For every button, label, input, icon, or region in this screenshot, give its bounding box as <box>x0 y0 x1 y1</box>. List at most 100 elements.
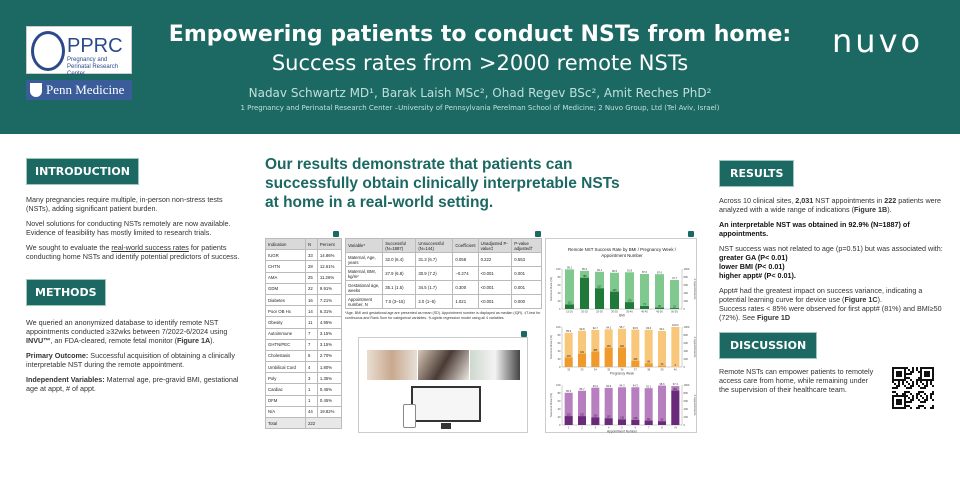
y-tick-label: 80 <box>558 333 561 337</box>
appointments-label: 139 <box>620 417 625 420</box>
y-tick-label: 0 <box>559 307 561 311</box>
success-rate-bar <box>565 269 574 309</box>
regression-table: Variable* Successful (N=1887) Unsuccessful… <box>344 238 542 309</box>
qr-module <box>898 381 900 383</box>
x-tick-label: 20-25 <box>581 310 588 314</box>
table-cell: DFM <box>264 394 307 407</box>
penn-medicine-logo: Penn Medicine <box>26 80 132 100</box>
success-rate-bar <box>644 388 653 425</box>
table-cell: 7.0 (3–15) <box>382 294 417 309</box>
x-tick-label: 40 <box>674 368 677 372</box>
qr-module <box>930 395 932 397</box>
success-rate-label: 90.8 <box>579 327 585 331</box>
success-rate-bar <box>658 385 666 425</box>
right-column: RESULTS Across 10 clinical sites, 2,031 … <box>719 160 947 409</box>
qr-module <box>902 379 904 381</box>
appointments-bar <box>658 365 666 367</box>
results-paragraph: Appt# had the greatest impact on success… <box>719 286 947 304</box>
appointments-bar <box>671 390 680 425</box>
association-appt: higher appt# (P< 0.01). <box>719 271 796 280</box>
qr-module <box>922 401 924 403</box>
y2-axis-label: # Appointments <box>693 395 697 416</box>
success-rate-label: 72.7 <box>672 276 678 280</box>
qr-module <box>908 405 910 407</box>
success-rate-bar <box>578 390 586 425</box>
qr-module <box>900 379 902 381</box>
y2-tick-label: 800 <box>684 333 689 337</box>
qr-module <box>932 391 934 393</box>
x-tick-label: 40-45 <box>641 310 648 314</box>
text-bold: Primary Outcome: <box>26 351 89 360</box>
table-cell: AMA <box>264 271 307 284</box>
y2-tick-label: 800 <box>684 391 689 395</box>
y-tick-label: 20 <box>558 357 561 361</box>
text: Appt# had the greatest impact on success… <box>719 286 923 304</box>
qr-module <box>898 403 900 405</box>
intro-paragraph: Many pregnancies require multiple, in-pe… <box>26 195 223 213</box>
qr-module <box>910 387 912 389</box>
appointments-bar <box>631 360 640 367</box>
pprc-logo: PPRC Pregnancy and Perinatal Research Cen… <box>26 26 132 77</box>
y2-tick-label: 200 <box>684 415 689 419</box>
appointments-label: 780 <box>583 275 588 278</box>
qr-module <box>898 385 900 387</box>
table-cell: 16 <box>305 293 318 307</box>
y2-axis-label: # Appointments <box>693 337 697 358</box>
qr-module <box>900 371 902 373</box>
qr-module <box>908 387 910 389</box>
appointments-label: 111 <box>647 418 651 421</box>
appointments-bar <box>610 291 619 309</box>
x-tick-label: 38 <box>647 368 650 372</box>
table-row: Maternal, Age, years 32.0 (6.4) 31.3 (6.7)… <box>344 252 542 267</box>
qr-module <box>924 367 926 369</box>
qr-module <box>918 377 920 379</box>
qr-code[interactable] <box>892 367 934 409</box>
qr-module <box>900 407 902 409</box>
qr-module <box>916 381 918 383</box>
qr-module <box>920 391 922 393</box>
table-cell: 7.21% <box>316 293 343 307</box>
table-cell: 0.553 <box>511 252 542 267</box>
qr-module <box>920 367 922 369</box>
table-cell: 2.0 (1–5) <box>415 294 454 309</box>
appointments-bar <box>658 421 666 425</box>
table-cell: 44 <box>305 405 318 419</box>
qr-module <box>920 387 922 389</box>
phone-app-image <box>403 404 416 428</box>
qr-module <box>908 397 910 399</box>
text: We sought to evaluate the <box>26 243 112 252</box>
table-cell: 1 <box>305 394 318 407</box>
qr-module <box>932 375 934 377</box>
table-cell: Cardiac <box>264 383 307 396</box>
qr-module <box>928 375 930 377</box>
qr-module <box>892 399 894 401</box>
table-cell: 6.31% <box>316 305 343 318</box>
monitor-stand <box>441 423 451 429</box>
qr-module <box>912 383 914 385</box>
methods-paragraph: Primary Outcome: Successful acquisition … <box>26 351 248 369</box>
qr-module <box>912 381 914 383</box>
qr-module <box>906 367 908 369</box>
success-rate-label: 92.7 <box>593 326 599 330</box>
qr-module <box>900 375 902 377</box>
qr-module <box>910 401 912 403</box>
qr-module <box>924 385 926 387</box>
x-tick-label: 5 <box>621 426 623 430</box>
y2-tick-label: 200 <box>684 357 689 361</box>
appointments-label: 220 <box>580 413 585 416</box>
appointments-bar <box>670 308 679 309</box>
table-row: Maternal, BMI, kg/m² 27.9 (6.8) 30.9 (7.2)… <box>344 266 542 281</box>
qr-module <box>926 371 928 373</box>
qr-module <box>894 383 896 385</box>
y-axis-label: Success Rate (%) <box>549 335 553 359</box>
table-cell: 28 <box>305 260 318 273</box>
table-cell: N/A <box>264 405 307 419</box>
text-bold: Figure 1C <box>844 295 878 304</box>
main-statement: Our results demonstrate that patients ca… <box>265 156 620 211</box>
appointments-label: 35 <box>658 305 661 308</box>
success-rate-bar <box>631 387 640 425</box>
y-tick-label: 0 <box>559 365 561 369</box>
table-cell: GDM <box>264 282 307 295</box>
appointments-bar <box>655 307 664 309</box>
appointments-label: 2 <box>675 364 677 367</box>
